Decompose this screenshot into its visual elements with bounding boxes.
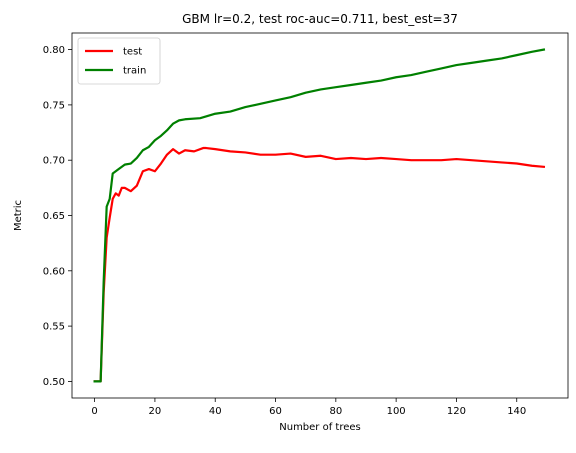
y-tick-label: 0.75 [43,100,65,111]
y-tick-label: 0.60 [43,266,65,277]
x-axis-label: Number of trees [279,422,361,433]
y-tick-label: 0.80 [43,45,65,56]
legend-label-test: test [123,47,142,58]
x-tick-label: 120 [447,406,466,417]
y-tick-label: 0.55 [43,322,65,333]
x-tick-label: 40 [209,406,222,417]
x-tick-label: 140 [507,406,526,417]
legend: test train [77,37,161,85]
x-tick-label: 60 [269,406,282,417]
x-tick-label: 20 [149,406,162,417]
series-line-train [93,48,546,383]
series-line-test [93,146,546,383]
y-tick-label: 0.70 [43,156,65,167]
plot-area [71,32,569,399]
legend-label-train: train [123,66,146,77]
y-axis-label: Metric [13,200,24,231]
x-ticks: 0 20 40 60 80 100 120 140 [91,398,526,417]
chart-title: GBM lr=0.2, test roc-auc=0.711, best_est… [182,12,458,26]
series-group [93,48,546,383]
y-tick-label: 0.65 [43,211,65,222]
y-tick-label: 0.50 [43,377,65,388]
y-ticks: 0.50 0.55 0.60 0.65 0.70 0.75 0.80 [43,45,72,388]
x-tick-label: 80 [329,406,342,417]
x-tick-label: 100 [387,406,406,417]
legend-box [77,37,161,85]
x-tick-label: 0 [91,406,97,417]
